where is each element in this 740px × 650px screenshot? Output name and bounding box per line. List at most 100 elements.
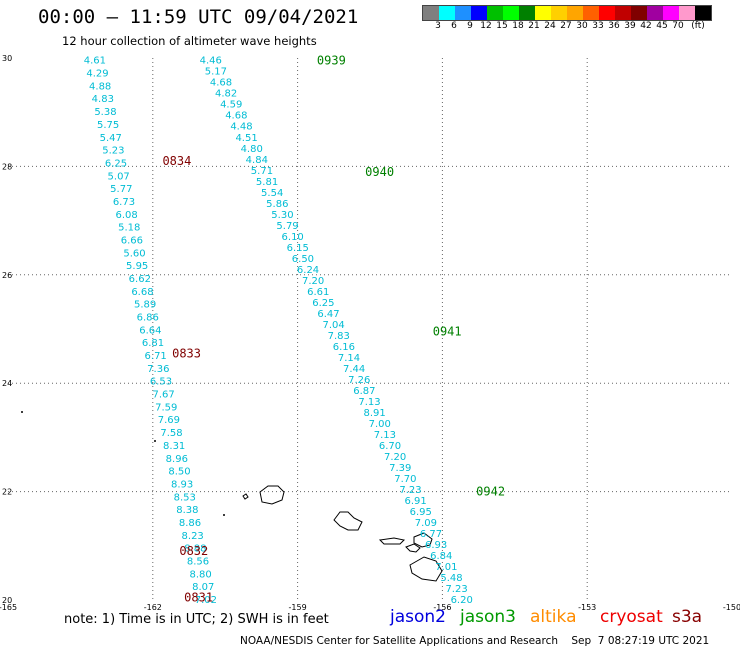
track-west-point: 6.53 xyxy=(150,377,172,388)
track-east-point: 4.80 xyxy=(241,144,263,155)
time-label-6: 0832 xyxy=(179,544,208,558)
footer-note: note: 1) Time is in UTC; 2) SWH is in fe… xyxy=(64,612,329,627)
island-molokai xyxy=(378,537,406,545)
track-east-point: 6.20 xyxy=(451,595,473,606)
color-scale-legend xyxy=(422,5,712,21)
track-east-point: 4.59 xyxy=(220,100,242,111)
track-east-point: 6.70 xyxy=(379,441,401,452)
track-west-point: 5.23 xyxy=(102,146,124,157)
island-small-1 xyxy=(242,493,249,500)
track-east-point: 6.15 xyxy=(287,243,309,254)
track-east-point: 7.09 xyxy=(415,518,437,529)
track-west-point: 5.47 xyxy=(100,133,122,144)
track-east-point: 6.47 xyxy=(317,309,339,320)
track-west-point: 8.23 xyxy=(182,531,204,542)
legend-label-0: 3 xyxy=(435,21,441,31)
x-tick-label-1: -162 xyxy=(144,603,162,612)
track-west-point: 6.73 xyxy=(113,197,135,208)
track-west-point: 6.08 xyxy=(115,210,137,221)
y-tick-label-3: 24 xyxy=(2,379,12,388)
track-east-point: 6.91 xyxy=(404,496,426,507)
legend-swatch-7 xyxy=(535,6,551,20)
island-maui xyxy=(413,532,433,548)
track-west-point: 8.88 xyxy=(184,544,206,555)
x-tick-label-2: -159 xyxy=(289,603,307,612)
track-west-point: 5.95 xyxy=(126,261,148,272)
track-east-point: 6.50 xyxy=(292,254,314,265)
track-west-point: 8.56 xyxy=(187,556,209,567)
x-tick-label-3: -156 xyxy=(433,603,451,612)
legend-label-9: 30 xyxy=(576,21,588,31)
track-east-point: 7.01 xyxy=(435,562,457,573)
x-tick-label-4: -153 xyxy=(578,603,596,612)
track-east-point: 4.46 xyxy=(200,56,222,67)
track-east-point: 7.13 xyxy=(358,397,380,408)
legend-label-3: 12 xyxy=(480,21,492,31)
track-east-point: 5.71 xyxy=(251,166,273,177)
legend-label-13: 42 xyxy=(640,21,652,31)
legend-label-7: 24 xyxy=(544,21,556,31)
legend-swatch-0 xyxy=(423,6,439,20)
track-east-point: 5.17 xyxy=(205,67,227,78)
time-label-7: 0831 xyxy=(184,590,213,604)
map-dot-1 xyxy=(21,411,23,413)
legend-swatch-2 xyxy=(455,6,471,20)
time-label-3: 0942 xyxy=(476,485,505,499)
track-west-point: 7.02 xyxy=(195,595,217,606)
track-east-point: 7.26 xyxy=(348,375,370,386)
track-west-point: 6.71 xyxy=(145,351,167,362)
track-east-point: 5.54 xyxy=(261,188,283,199)
track-west-point: 6.64 xyxy=(139,325,161,336)
legend-swatch-11 xyxy=(599,6,615,20)
track-east-point: 7.23 xyxy=(399,485,421,496)
legend-jason2: jason2 xyxy=(390,607,446,627)
legend-swatch-10 xyxy=(583,6,599,20)
legend-swatch-9 xyxy=(567,6,583,20)
legend-swatch-6 xyxy=(519,6,535,20)
track-east-point: 8.91 xyxy=(363,408,385,419)
track-east-point: 6.25 xyxy=(312,298,334,309)
track-west-point: 6.68 xyxy=(131,287,153,298)
y-tick-label-4: 22 xyxy=(2,488,12,497)
track-east-point: 6.84 xyxy=(430,551,452,562)
track-east-point: 4.68 xyxy=(225,111,247,122)
track-west-point: 7.59 xyxy=(155,402,177,413)
legend-swatch-8 xyxy=(551,6,567,20)
track-east-point: 7.20 xyxy=(384,452,406,463)
legend-swatch-16 xyxy=(679,6,695,20)
track-east-point: 7.20 xyxy=(302,276,324,287)
track-east-point: 5.30 xyxy=(271,210,293,221)
track-west-point: 5.60 xyxy=(123,248,145,259)
track-west-point: 8.96 xyxy=(166,454,188,465)
track-west-point: 6.86 xyxy=(137,313,159,324)
track-west-point: 4.61 xyxy=(84,56,106,67)
track-east-point: 7.83 xyxy=(328,331,350,342)
legend-label-1: 6 xyxy=(451,21,457,31)
time-label-0: 0939 xyxy=(317,54,346,68)
chart-title: 00:00 – 11:59 UTC 09/04/2021 xyxy=(38,6,359,28)
track-east-point: 4.48 xyxy=(230,122,252,133)
track-east-point: 7.04 xyxy=(323,320,345,331)
track-west-point: 4.83 xyxy=(92,94,114,105)
map-dot-3 xyxy=(223,514,225,516)
legend-swatch-14 xyxy=(647,6,663,20)
track-west-point: 6.66 xyxy=(121,235,143,246)
credit-line: NOAA/NESDIS Center for Satellite Applica… xyxy=(240,635,710,647)
island-lanai xyxy=(405,543,421,553)
track-east-point: 7.23 xyxy=(445,584,467,595)
track-east-point: 7.70 xyxy=(394,474,416,485)
track-east-point: 6.77 xyxy=(420,529,442,540)
map-dot-2 xyxy=(154,440,156,442)
track-east-point: 6.16 xyxy=(333,342,355,353)
track-east-point: 7.39 xyxy=(389,463,411,474)
time-label-4: 0834 xyxy=(162,154,191,168)
legend-label-4: 15 xyxy=(496,21,508,31)
legend-label-6: 21 xyxy=(528,21,540,31)
legend-s3a: s3a xyxy=(672,607,703,627)
track-west-point: 5.18 xyxy=(118,223,140,234)
track-west-point: 8.53 xyxy=(174,492,196,503)
track-east-point: 6.93 xyxy=(425,540,447,551)
track-west-point: 5.77 xyxy=(110,184,132,195)
legend-swatch-13 xyxy=(631,6,647,20)
legend-swatch-1 xyxy=(439,6,455,20)
